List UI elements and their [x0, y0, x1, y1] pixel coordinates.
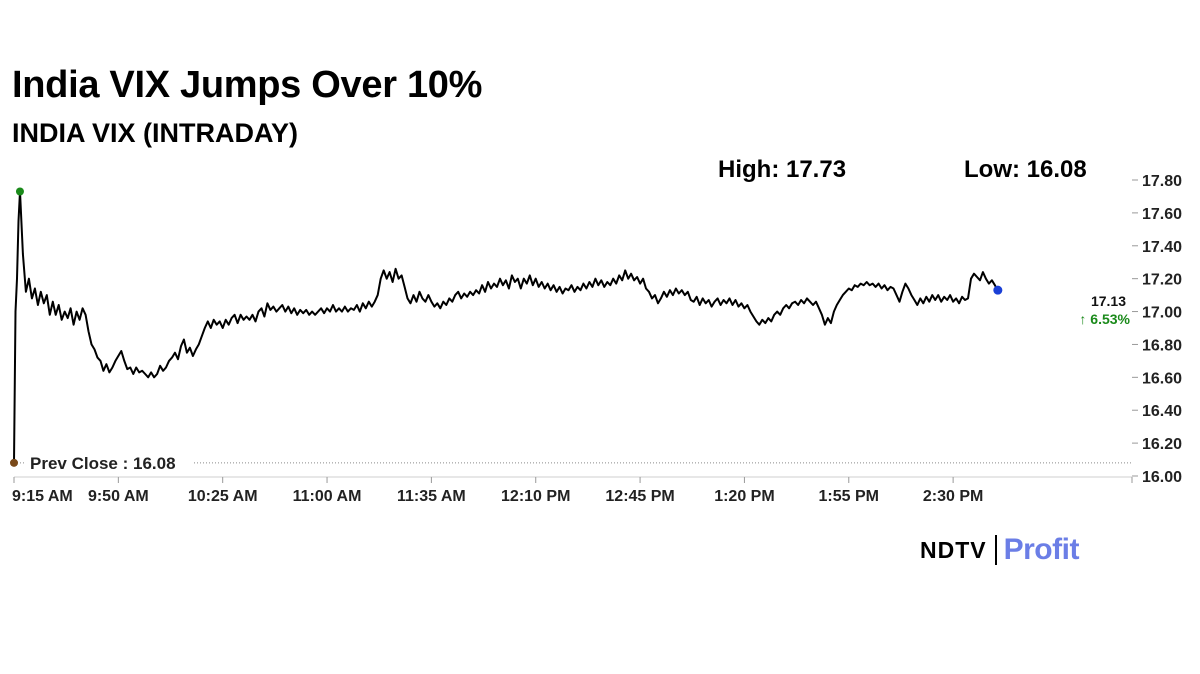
ndtv-profit-logo: NDTV Profit	[920, 532, 1079, 568]
y-tick-label: 16.60	[1142, 370, 1182, 387]
change-percent-label: ↑ 6.53%	[1079, 311, 1130, 327]
y-tick-label: 16.20	[1142, 436, 1182, 453]
chart-title: India VIX Jumps Over 10%	[12, 64, 483, 106]
chart-subtitle: INDIA VIX (INTRADAY)	[12, 118, 299, 148]
logo-divider	[994, 535, 997, 565]
x-tick-label: 12:45 PM	[605, 488, 674, 505]
x-tick-label: 9:15 AM	[12, 488, 73, 505]
y-tick-label: 17.00	[1142, 305, 1182, 322]
y-tick-label: 17.40	[1142, 239, 1182, 256]
y-axis: 16.00 16.20 16.40 16.60 16.80 17.00 17.20 17.40…	[1132, 173, 1182, 486]
y-tick-label: 16.00	[1142, 469, 1182, 486]
x-tick-label: 1:20 PM	[714, 488, 774, 505]
last-point-marker	[993, 285, 1003, 295]
prev-close-label: Prev Close : 16.08	[30, 454, 176, 473]
high-value-label: High: 17.73	[718, 156, 847, 183]
x-tick-label: 2:30 PM	[923, 488, 983, 505]
y-tick-label: 16.80	[1142, 337, 1182, 354]
x-tick-label: 11:35 AM	[397, 488, 466, 505]
profit-wordmark: Profit	[1003, 533, 1080, 566]
x-tick-label: 11:00 AM	[293, 488, 362, 505]
high-point-marker	[15, 187, 24, 196]
x-tick-label: 12:10 PM	[501, 488, 570, 505]
prev-close-marker	[10, 458, 18, 467]
x-axis: 9:15 AM 9:50 AM 10:25 AM 11:00 AM 11:35 AM 12…	[12, 476, 1133, 505]
vix-series-line	[13, 190, 999, 463]
x-tick-label: 1:55 PM	[819, 488, 879, 505]
y-tick-label: 16.40	[1142, 403, 1182, 420]
x-tick-label: 10:25 AM	[188, 488, 258, 505]
x-tick-label: 9:50 AM	[88, 488, 149, 505]
ndtv-wordmark: NDTV	[920, 536, 987, 563]
last-value-label: 17.13	[1091, 293, 1126, 309]
y-tick-label: 17.80	[1142, 173, 1182, 190]
low-value-label: Low: 16.08	[964, 156, 1087, 183]
y-tick-label: 17.60	[1142, 206, 1182, 223]
prev-close-label-bg	[26, 451, 192, 472]
y-tick-label: 17.20	[1142, 272, 1182, 289]
